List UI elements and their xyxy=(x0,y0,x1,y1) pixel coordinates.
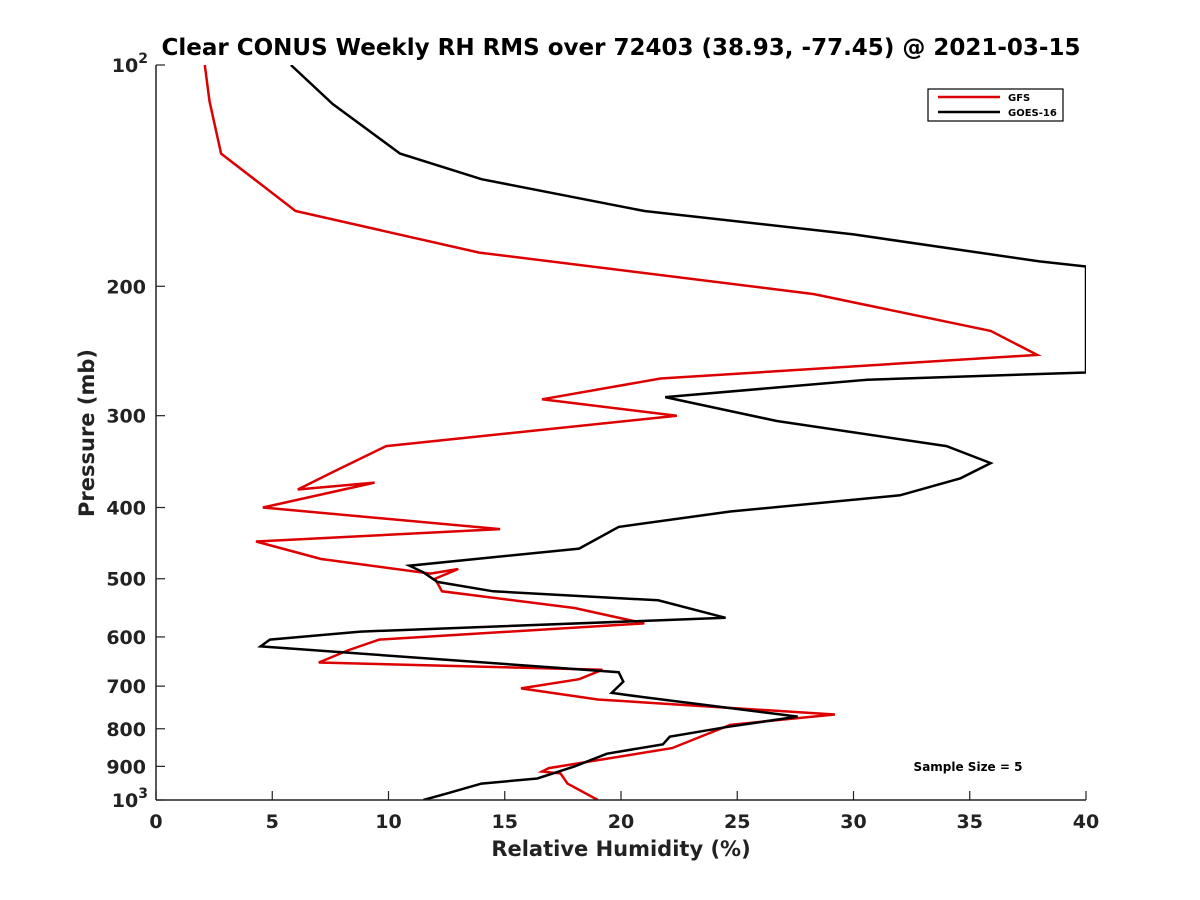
x-axis-ticks: 0 5 10 15 20 25 30 35 40 xyxy=(149,791,1099,833)
sample-size-annotation: Sample Size = 5 xyxy=(914,760,1023,774)
legend-label-goes16: GOES-16 xyxy=(1008,108,1057,119)
y-tick-label: 200 xyxy=(106,276,146,298)
x-tick-label: 40 xyxy=(1073,811,1099,833)
y-axis-title: Pressure (mb) xyxy=(75,349,99,517)
y-tick-label: 900 xyxy=(106,756,146,778)
chart-title: Clear CONUS Weekly RH RMS over 72403 (38… xyxy=(162,35,1081,61)
x-tick-label: 35 xyxy=(957,811,983,833)
legend-box xyxy=(927,88,1064,122)
y-tick-label: 400 xyxy=(106,498,146,520)
x-tick-label: 10 xyxy=(375,811,401,833)
y-tick-label: 600 xyxy=(106,627,146,649)
y-tick-label: 500 xyxy=(106,569,146,591)
series-line-goes16 xyxy=(257,65,1086,800)
x-tick-label: 20 xyxy=(608,811,634,833)
x-tick-label: 30 xyxy=(840,811,866,833)
legend-label-gfs: GFS xyxy=(1008,93,1030,104)
y-tick-label: 300 xyxy=(106,406,146,428)
x-tick-label: 5 xyxy=(266,811,279,833)
x-tick-label: 15 xyxy=(492,811,518,833)
x-axis-title: Relative Humidity (%) xyxy=(491,837,750,861)
legend: GFS GOES-16 xyxy=(927,88,1064,122)
x-tick-label: 0 xyxy=(149,811,162,833)
y-tick-label: 700 xyxy=(106,676,146,698)
x-tick-label: 25 xyxy=(724,811,750,833)
series-layer xyxy=(203,65,1086,800)
y-tick-label: 800 xyxy=(106,719,146,741)
